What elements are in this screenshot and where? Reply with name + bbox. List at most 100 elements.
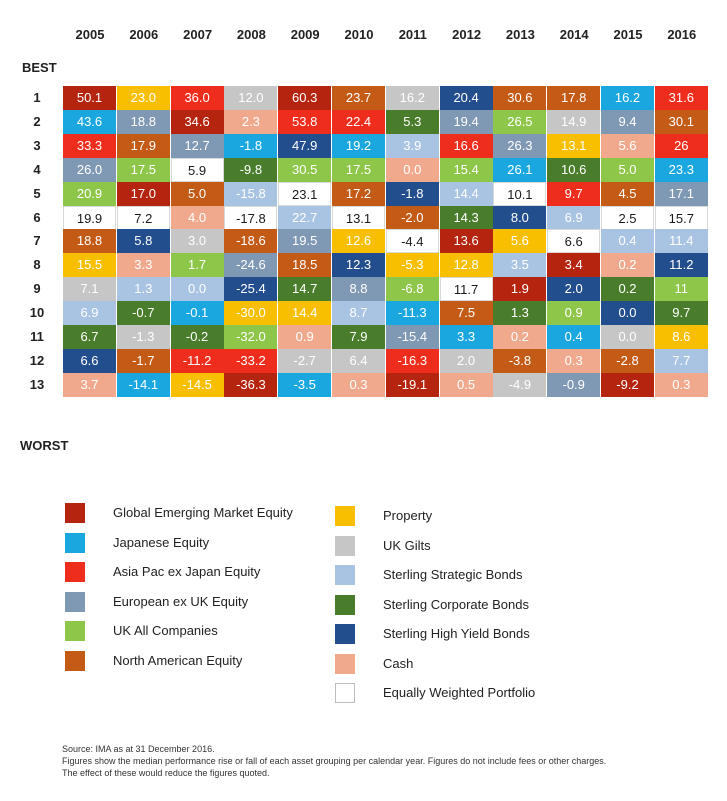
footnote-source: Source: IMA as at 31 December 2016. bbox=[62, 744, 215, 754]
table-cell: 14.3 bbox=[439, 205, 493, 230]
table-cell: -19.1 bbox=[385, 372, 439, 397]
table-cell: 19.5 bbox=[278, 229, 332, 254]
table-cell: 26.0 bbox=[63, 157, 116, 182]
table-cell: 17.0 bbox=[116, 181, 170, 206]
table-cell: -14.5 bbox=[170, 372, 224, 397]
table-cell: 14.9 bbox=[547, 109, 601, 134]
worst-label: WORST bbox=[20, 438, 69, 453]
table-cell: 47.9 bbox=[278, 133, 332, 158]
table-cell: 18.8 bbox=[116, 109, 170, 134]
table-cell: 50.1 bbox=[63, 86, 116, 110]
table-cell: 6.9 bbox=[63, 301, 116, 326]
table-cell: 30.1 bbox=[654, 109, 708, 134]
table-cell: 17.5 bbox=[116, 157, 170, 182]
legend-swatch bbox=[335, 653, 355, 674]
table-cell: 20.4 bbox=[439, 86, 493, 110]
table-cell: 3.7 bbox=[63, 372, 116, 397]
rank-label: 10 bbox=[29, 305, 45, 321]
table-cell: 23.1 bbox=[278, 181, 332, 206]
legend-label: Cash bbox=[383, 655, 414, 671]
legend-swatch bbox=[335, 683, 355, 703]
rank-label: 3 bbox=[33, 137, 41, 153]
table-cell: 9.4 bbox=[601, 109, 654, 134]
table-cell: 12.3 bbox=[332, 253, 385, 278]
table-cell: 3.0 bbox=[170, 229, 224, 254]
legend-swatch bbox=[65, 532, 85, 553]
legend-label: Asia Pac ex Japan Equity bbox=[113, 564, 261, 579]
legend-label: European ex UK Equity bbox=[113, 593, 249, 609]
table-cell: -3.5 bbox=[278, 372, 332, 397]
table-cell: 5.0 bbox=[601, 157, 654, 182]
table-cell: 18.8 bbox=[63, 229, 116, 254]
table-cell: 0.4 bbox=[547, 325, 601, 349]
legend-label: Equally Weighted Portfolio bbox=[383, 685, 536, 700]
legend-swatch bbox=[335, 624, 355, 644]
table-cell: 6.9 bbox=[547, 205, 601, 230]
table-cell: -17.8 bbox=[224, 205, 278, 230]
table-cell: 0.3 bbox=[654, 372, 708, 397]
rank-label: 5 bbox=[33, 185, 41, 201]
table-cell: 19.4 bbox=[439, 109, 493, 134]
table-cell: 17.1 bbox=[654, 181, 708, 206]
year-header: 2016 bbox=[667, 27, 697, 42]
table-cell: 5.3 bbox=[385, 109, 439, 134]
table-cell: 6.7 bbox=[63, 325, 116, 349]
table-cell: 7.2 bbox=[116, 205, 170, 230]
table-cell: 33.3 bbox=[63, 133, 116, 158]
rank-label: 12 bbox=[29, 352, 45, 368]
table-cell: 3.4 bbox=[547, 253, 601, 278]
table-cell: -9.2 bbox=[601, 372, 654, 397]
rank-label: 2 bbox=[33, 113, 41, 129]
table-cell: 31.6 bbox=[654, 86, 708, 110]
table-cell: 11.2 bbox=[654, 253, 708, 278]
table-cell: 8.7 bbox=[332, 301, 385, 326]
table-cell: 0.0 bbox=[170, 277, 224, 302]
table-cell: 3.3 bbox=[116, 253, 170, 278]
rank-label: 4 bbox=[33, 161, 41, 177]
table-cell: 7.5 bbox=[439, 301, 493, 326]
table-cell: -32.0 bbox=[224, 325, 278, 349]
table-cell: 8.8 bbox=[332, 277, 385, 302]
table-cell: -30.0 bbox=[224, 301, 278, 326]
table-cell: 13.1 bbox=[332, 205, 385, 230]
table-cell: 6.6 bbox=[63, 348, 116, 373]
table-cell: 23.7 bbox=[332, 86, 385, 110]
table-cell: 0.0 bbox=[601, 301, 654, 326]
table-cell: 0.9 bbox=[547, 301, 601, 326]
table-cell: -0.2 bbox=[170, 325, 224, 349]
table-cell: 17.8 bbox=[547, 86, 601, 110]
table-cell: -4.9 bbox=[493, 372, 547, 397]
table-cell: 26.5 bbox=[493, 109, 547, 134]
legend-label: Global Emerging Market Equity bbox=[113, 505, 293, 520]
table-cell: 4.0 bbox=[170, 205, 224, 230]
table-cell: -1.3 bbox=[116, 325, 170, 349]
table-cell: -1.8 bbox=[385, 181, 439, 206]
table-cell: 0.9 bbox=[278, 325, 332, 349]
table-cell: 5.0 bbox=[170, 181, 224, 206]
table-cell: 30.5 bbox=[278, 157, 332, 182]
legend-swatch bbox=[65, 562, 85, 582]
table-cell: 2.0 bbox=[547, 277, 601, 302]
table-cell: 1.3 bbox=[493, 301, 547, 326]
table-cell: 26.3 bbox=[493, 133, 547, 158]
table-cell: 0.0 bbox=[601, 325, 654, 349]
table-cell: 7.1 bbox=[63, 277, 116, 302]
legend-label: UK All Companies bbox=[113, 623, 218, 638]
table-cell: 13.6 bbox=[439, 229, 493, 254]
year-header: 2005 bbox=[75, 27, 105, 42]
table-cell: 20.9 bbox=[63, 181, 116, 206]
table-cell: 2.0 bbox=[439, 348, 493, 373]
year-header: 2015 bbox=[613, 27, 643, 42]
table-cell: -2.0 bbox=[385, 205, 439, 230]
best-label: BEST bbox=[22, 60, 57, 75]
year-header: 2012 bbox=[452, 27, 482, 42]
table-cell: 8.6 bbox=[654, 325, 708, 349]
table-cell: 0.2 bbox=[601, 277, 654, 302]
legend-label: UK Gilts bbox=[383, 537, 431, 553]
legend-swatch bbox=[335, 506, 355, 526]
table-cell: -25.4 bbox=[224, 277, 278, 302]
table-cell: 0.3 bbox=[332, 372, 385, 397]
table-cell: 1.3 bbox=[116, 277, 170, 302]
table-cell: 17.5 bbox=[332, 157, 385, 182]
legend-swatch bbox=[65, 621, 85, 641]
